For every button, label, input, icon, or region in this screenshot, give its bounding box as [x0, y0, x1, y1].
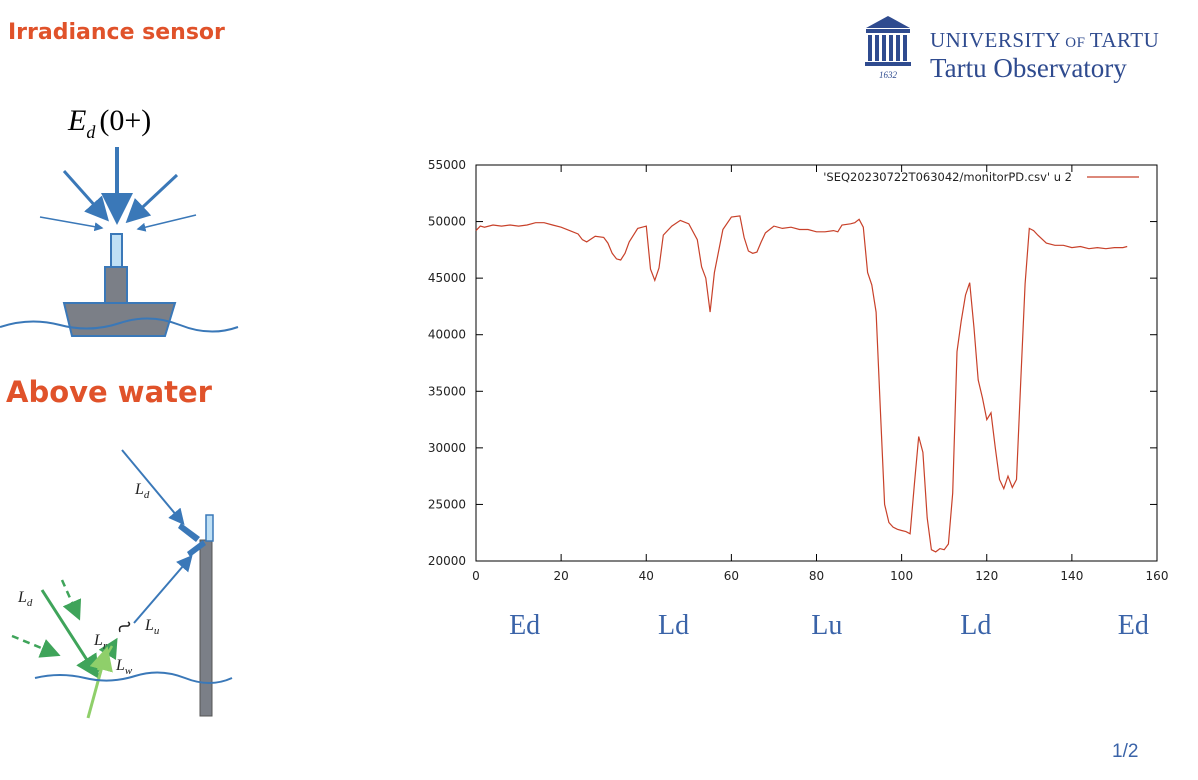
segment-label: Ld	[658, 610, 690, 641]
lr-label: Lr	[93, 632, 108, 652]
y-tick-label: 55000	[428, 158, 466, 172]
water-radiance-sensor	[187, 540, 206, 557]
x-tick-label: 100	[890, 569, 913, 583]
y-tick-label: 20000	[428, 554, 466, 568]
ld-sky-label: Ld	[134, 481, 150, 501]
y-tick-label: 35000	[428, 384, 466, 398]
x-tick-label: 80	[809, 569, 824, 583]
irradiance-sensor-diagram: Ed (0+)	[0, 104, 239, 337]
series-line	[475, 215, 1128, 553]
segment-label: Ld	[960, 610, 992, 641]
x-tick-label: 40	[639, 569, 654, 583]
above-water-diagram: Ld Ld Lr Lu Lw	[11, 449, 233, 719]
logo-year: 1632	[879, 70, 898, 80]
diffuse-arrow-1	[60, 579, 82, 621]
segment-label: Lu	[811, 610, 843, 641]
diffuse-arrow-2	[11, 634, 61, 658]
university-name: UNIVERSITY OF TARTU	[930, 28, 1160, 52]
page-number: 1/2	[1112, 741, 1139, 762]
right-thin-arrow	[136, 214, 197, 232]
sky-sensor	[205, 514, 214, 542]
lu-arrow	[133, 554, 193, 624]
sensor-pole	[199, 539, 213, 717]
university-logo-icon: 1632	[865, 16, 911, 80]
y-tick-label: 30000	[428, 441, 466, 455]
y-tick-label: 45000	[428, 271, 466, 285]
right-arrow	[125, 173, 179, 224]
plot-frame	[475, 164, 1158, 562]
y-tick-label: 25000	[428, 497, 466, 511]
lu-label: Lu	[144, 617, 160, 637]
y-tick-label: 50000	[428, 215, 466, 229]
x-tick-label: 0	[472, 569, 480, 583]
x-tick-label: 60	[724, 569, 739, 583]
left-arrow	[62, 170, 109, 222]
x-tick-label: 160	[1146, 569, 1169, 583]
left-thin-arrow	[39, 216, 104, 232]
ed-symbol: Ed (0+)	[67, 104, 151, 142]
sky-radiance-sensor	[178, 523, 200, 542]
line-chart: 0 20 40 60 80 100 120 140 160 20000 25000 30000 3500…	[428, 158, 1169, 583]
x-tick-label: 20	[553, 569, 568, 583]
y-tick-label: 40000	[428, 328, 466, 342]
water-surface	[0, 317, 239, 333]
irradiance-sensor-title: Irradiance sensor	[8, 20, 225, 45]
observatory-name: Tartu Observatory	[930, 53, 1127, 83]
x-tick-label: 140	[1060, 569, 1083, 583]
above-water-title: Above water	[6, 375, 212, 409]
x-tick-label: 120	[975, 569, 998, 583]
segment-label: Ed	[509, 610, 541, 641]
ld-left-label: Ld	[17, 589, 33, 609]
lw-label: Lw	[115, 657, 133, 677]
legend-label: 'SEQ20230722T063042/monitorPD.csv' u 2	[823, 170, 1072, 184]
segment-label: Ed	[1117, 610, 1149, 641]
lw-reflect	[96, 645, 114, 671]
ld-sky-arrow	[121, 449, 185, 526]
water-surface	[34, 671, 233, 684]
sensor-mount	[104, 266, 128, 304]
ld-incident-arrow	[40, 589, 100, 680]
brace	[118, 621, 131, 633]
